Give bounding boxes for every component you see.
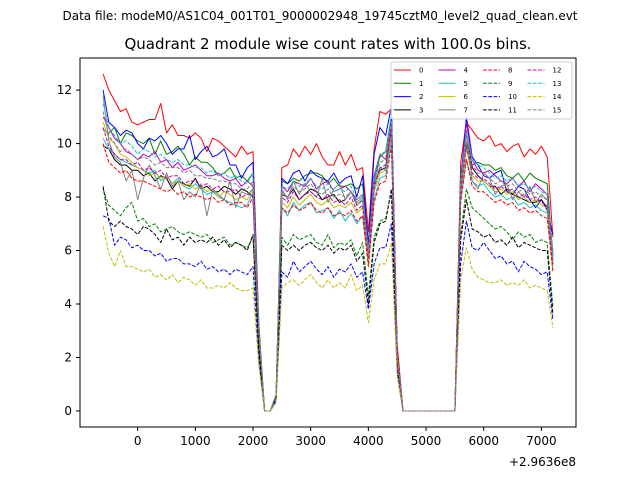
- y-axis: 0 2 4 6 8 10 12: [57, 83, 80, 418]
- legend-label-14: 14: [553, 93, 562, 101]
- x-tick-label: 6000: [468, 434, 499, 448]
- legend-box: [390, 61, 573, 120]
- series-line-10: [102, 215, 554, 412]
- x-axis: 0 1000 2000 3000 4000 5000 6000 7000: [134, 427, 557, 448]
- legend-label-7: 7: [464, 106, 468, 114]
- y-tick-label: 8: [64, 190, 72, 204]
- y-tick-label: 10: [57, 137, 72, 151]
- y-tick-label: 12: [57, 83, 72, 97]
- series-line-15: [102, 111, 554, 412]
- series-line-1: [102, 116, 554, 412]
- series-line-13: [102, 103, 554, 412]
- series-line-2: [102, 90, 554, 412]
- legend-label-10: 10: [508, 93, 517, 101]
- legend-label-8: 8: [508, 67, 512, 75]
- legend-label-13: 13: [553, 80, 562, 88]
- legend-label-9: 9: [508, 80, 512, 88]
- series-layer: [102, 73, 554, 412]
- legend-label-2: 2: [419, 93, 423, 101]
- series-line-0: [102, 73, 554, 412]
- legend-label-11: 11: [508, 106, 517, 114]
- x-tick-label: 5000: [411, 434, 442, 448]
- x-tick-label: 3000: [295, 434, 326, 448]
- series-line-3: [102, 127, 554, 412]
- y-tick-label: 4: [64, 297, 72, 311]
- series-line-12: [102, 127, 554, 412]
- legend-label-4: 4: [464, 67, 469, 75]
- series-line-9: [102, 188, 554, 412]
- legend-label-5: 5: [464, 80, 468, 88]
- legend-label-1: 1: [419, 80, 423, 88]
- series-line-5: [102, 137, 554, 412]
- plot-frame: [79, 57, 577, 428]
- y-tick-label: 6: [64, 244, 72, 258]
- x-offset-label: +2.9636e8: [509, 455, 576, 469]
- x-tick-label: 4000: [353, 434, 384, 448]
- legend-label-0: 0: [419, 67, 423, 75]
- legend-label-15: 15: [553, 106, 562, 114]
- series-line-7: [102, 95, 554, 412]
- legend-label-6: 6: [464, 93, 469, 101]
- series-line-4: [102, 116, 554, 412]
- x-tick-label: 0: [134, 434, 142, 448]
- data-file-suptitle: Data file: modeM0/AS1C04_001T01_90000029…: [62, 9, 577, 23]
- legend-label-12: 12: [553, 67, 562, 75]
- x-tick-label: 2000: [238, 434, 269, 448]
- series-line-14: [102, 226, 554, 412]
- legend-label-3: 3: [419, 106, 423, 114]
- y-tick-label: 0: [64, 404, 72, 418]
- x-tick-label: 1000: [180, 434, 211, 448]
- y-tick-label: 2: [64, 350, 72, 364]
- series-line-8: [102, 143, 554, 412]
- chart-title: Quadrant 2 module wise count rates with …: [124, 35, 531, 53]
- x-tick-label: 7000: [526, 434, 557, 448]
- series-line-11: [102, 186, 554, 412]
